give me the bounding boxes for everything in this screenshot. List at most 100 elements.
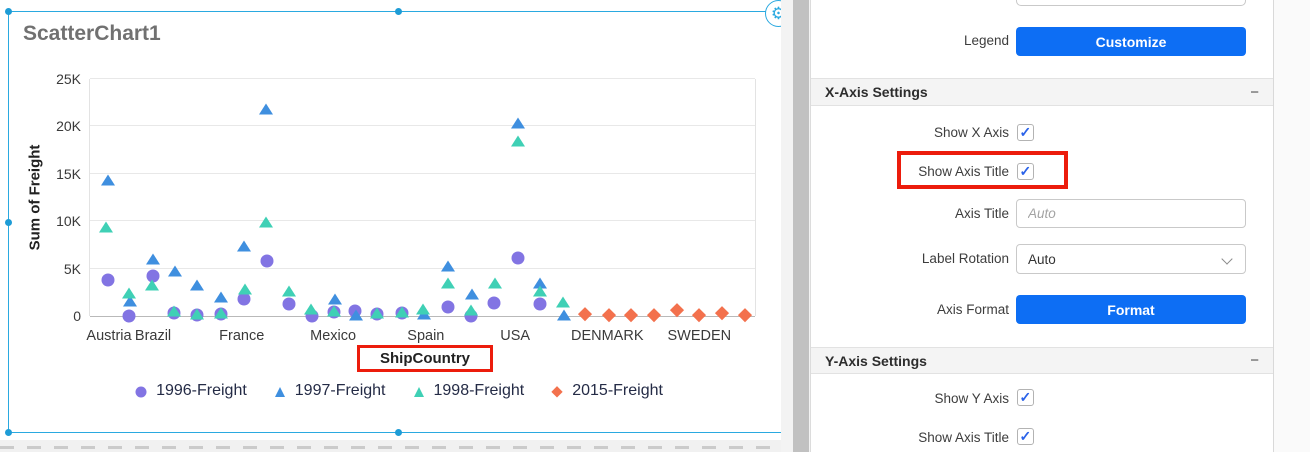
data-point-1997-Freight[interactable]: [349, 309, 364, 321]
data-point-1998-Freight[interactable]: [395, 306, 410, 318]
legend-item[interactable]: 2015-Freight: [550, 382, 663, 400]
data-point-1997-Freight[interactable]: [101, 174, 115, 186]
data-point-2015-Freight[interactable]: [647, 307, 662, 322]
data-point-1996-Freight[interactable]: [533, 297, 547, 311]
data-point-2015-Freight[interactable]: [714, 305, 729, 320]
axis-format-label: Axis Format: [936, 302, 1009, 317]
resize-handle-bottom-middle[interactable]: [395, 429, 402, 436]
data-point-1998-Freight[interactable]: [533, 285, 548, 297]
panel-scrollbar[interactable]: [1273, 0, 1310, 452]
x-tick-label: France: [219, 328, 265, 344]
data-point-1998-Freight[interactable]: [281, 285, 296, 297]
data-point-2015-Freight[interactable]: [624, 307, 638, 322]
dashboard-canvas[interactable]: ⚙ ScatterChart1 Sum of Freight 0 5K 10K 15K…: [0, 0, 792, 452]
data-point-1996-Freight[interactable]: [237, 292, 251, 306]
legend-text-field-partial[interactable]: [1016, 0, 1246, 6]
show-axis-title-checkbox-y[interactable]: [1017, 428, 1034, 445]
show-y-axis-label: Show Y Axis: [934, 391, 1009, 406]
chart-legend[interactable]: 1996-Freight 1997-Freight 1998-Freight 2015…: [9, 382, 788, 400]
data-point-1997-Freight[interactable]: [533, 277, 548, 289]
data-point-1996-Freight[interactable]: [122, 309, 136, 323]
data-point-2015-Freight[interactable]: [602, 307, 616, 322]
legend-item[interactable]: 1996-Freight: [134, 382, 247, 400]
legend-item[interactable]: 1997-Freight: [273, 382, 386, 400]
data-point-2015-Freight[interactable]: [692, 307, 706, 322]
show-axis-title-checkbox-x[interactable]: [1017, 163, 1034, 180]
data-point-1997-Freight[interactable]: [557, 309, 572, 321]
data-point-1997-Freight[interactable]: [123, 295, 138, 307]
data-point-2015-Freight[interactable]: [670, 302, 684, 317]
x-axis-title-annotation-box: ShipCountry: [357, 345, 493, 372]
data-point-1996-Freight[interactable]: [441, 300, 455, 314]
x-tick-label: Brazil: [134, 328, 172, 344]
circle-legend-icon: [134, 384, 148, 398]
data-point-1997-Freight[interactable]: [145, 253, 160, 265]
data-point-1997-Freight[interactable]: [167, 265, 182, 277]
data-point-1996-Freight[interactable]: [282, 297, 296, 311]
gridline: [90, 125, 755, 127]
legend-item-label: 1996-Freight: [156, 382, 247, 399]
data-point-1998-Freight[interactable]: [327, 305, 342, 317]
data-point-1998-Freight[interactable]: [303, 303, 318, 315]
x-tick-label: SWEDEN: [667, 328, 732, 344]
chart-title: ScatterChart1: [23, 22, 161, 45]
data-point-1996-Freight[interactable]: [260, 254, 274, 268]
data-point-2015-Freight[interactable]: [738, 307, 752, 322]
data-point-1998-Freight[interactable]: [463, 304, 478, 316]
data-point-1997-Freight[interactable]: [259, 103, 274, 115]
data-point-1998-Freight[interactable]: [259, 216, 274, 228]
data-point-1998-Freight[interactable]: [369, 307, 384, 319]
data-point-2015-Freight[interactable]: [578, 307, 592, 321]
data-point-1996-Freight[interactable]: [487, 296, 501, 310]
data-point-1997-Freight[interactable]: [465, 288, 480, 300]
data-point-1996-Freight[interactable]: [101, 273, 115, 286]
data-point-1998-Freight[interactable]: [441, 277, 456, 289]
legend-customize-button[interactable]: Customize: [1016, 27, 1246, 56]
data-point-1997-Freight[interactable]: [441, 260, 456, 272]
resize-handle-top-left[interactable]: [5, 8, 12, 15]
data-point-1998-Freight[interactable]: [415, 303, 430, 315]
legend-item[interactable]: 1998-Freight: [412, 382, 524, 400]
gridline: [90, 172, 755, 174]
data-point-1998-Freight[interactable]: [189, 308, 204, 320]
x-axis-settings-title: X-Axis Settings: [825, 84, 928, 100]
triangle-legend-icon: [412, 384, 426, 398]
data-point-1997-Freight[interactable]: [189, 279, 204, 291]
axis-format-button[interactable]: Format: [1016, 295, 1246, 324]
axis-title-input[interactable]: [1016, 199, 1246, 228]
data-point-1997-Freight[interactable]: [511, 117, 526, 129]
data-point-1998-Freight[interactable]: [237, 283, 252, 295]
show-x-axis-checkbox[interactable]: [1017, 124, 1034, 141]
collapse-icon[interactable]: −: [1250, 83, 1259, 101]
show-x-axis-label: Show X Axis: [933, 125, 1009, 140]
data-point-1998-Freight[interactable]: [145, 279, 160, 291]
legend-label: Legend: [963, 33, 1009, 48]
data-point-1997-Freight[interactable]: [213, 291, 228, 303]
data-point-1997-Freight[interactable]: [237, 240, 252, 252]
resize-handle-middle-left[interactable]: [5, 219, 12, 226]
label-rotation-select[interactable]: Auto: [1016, 244, 1246, 274]
data-point-1998-Freight[interactable]: [121, 287, 136, 299]
y-tick-label: 25K: [56, 71, 81, 87]
data-point-1998-Freight[interactable]: [167, 305, 182, 317]
data-point-1998-Freight[interactable]: [511, 135, 526, 147]
scatter-chart-widget[interactable]: ⚙ ScatterChart1 Sum of Freight 0 5K 10K 15K…: [5, 0, 792, 436]
x-tick-label: DENMARK: [570, 328, 644, 344]
x-axis-title: ShipCountry: [380, 350, 470, 367]
data-point-1998-Freight[interactable]: [213, 307, 228, 319]
data-point-1997-Freight[interactable]: [327, 293, 342, 305]
y-axis-settings-header[interactable]: Y-Axis Settings −: [811, 347, 1273, 374]
resize-handle-bottom-left[interactable]: [5, 429, 12, 436]
y-axis-tick-labels: 0 5K 10K 15K 20K 25K: [31, 71, 81, 324]
show-y-axis-checkbox[interactable]: [1017, 389, 1034, 406]
data-point-1998-Freight[interactable]: [555, 296, 570, 308]
canvas-grid: [0, 440, 790, 452]
data-point-1998-Freight[interactable]: [487, 277, 502, 289]
data-point-1996-Freight[interactable]: [511, 251, 525, 265]
y-tick-label: 15K: [56, 165, 81, 182]
resize-handle-top-middle[interactable]: [395, 8, 402, 15]
x-axis-settings-header[interactable]: X-Axis Settings −: [811, 78, 1273, 106]
data-point-1998-Freight[interactable]: [99, 221, 113, 233]
canvas-scrollbar[interactable]: [793, 0, 809, 452]
collapse-icon[interactable]: −: [1250, 352, 1259, 369]
